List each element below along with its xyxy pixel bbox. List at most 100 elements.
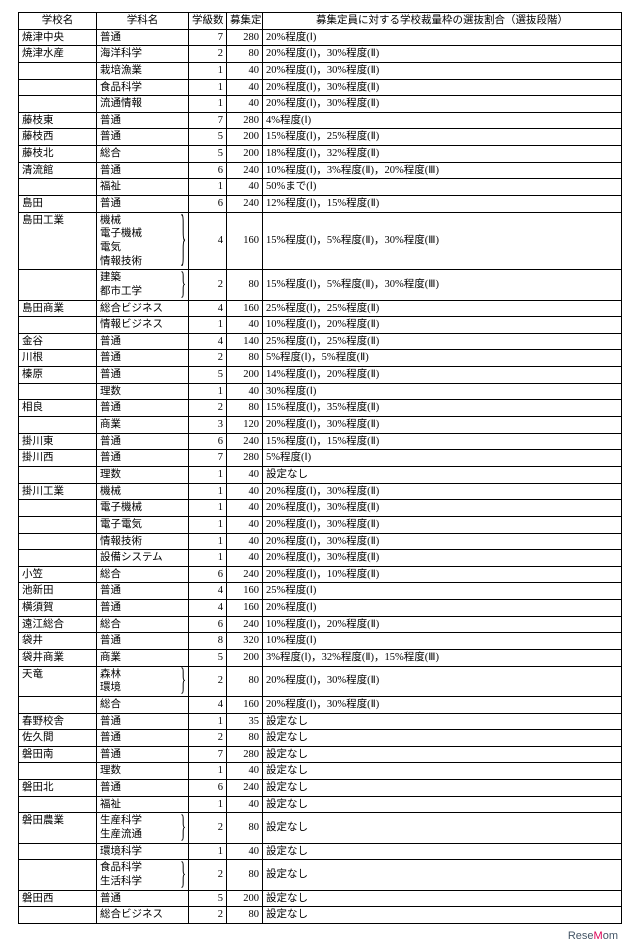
cell-classes: 1 — [189, 516, 227, 533]
cell-ratio: 50%まで(Ⅰ) — [263, 179, 622, 196]
cell-ratio: 25%程度(Ⅰ)，25%程度(Ⅱ) — [263, 333, 622, 350]
cell-ratio: 10%程度(Ⅰ)，20%程度(Ⅱ) — [263, 317, 622, 334]
table-row: 福祉140設定なし — [19, 796, 622, 813]
cell-ratio: 20%程度(Ⅰ)，30%程度(Ⅱ) — [263, 62, 622, 79]
cell-ratio: 20%程度(Ⅰ)，30%程度(Ⅱ) — [263, 46, 622, 63]
cell-capacity: 120 — [227, 417, 263, 434]
cell-capacity: 280 — [227, 29, 263, 46]
cell-capacity: 240 — [227, 780, 263, 797]
cell-ratio: 20%程度(Ⅰ)，30%程度(Ⅱ) — [263, 79, 622, 96]
cell-ratio: 20%程度(Ⅰ)，30%程度(Ⅱ) — [263, 533, 622, 550]
cell-dept: 普通 — [97, 730, 189, 747]
cell-classes: 7 — [189, 450, 227, 467]
cell-school: 焼津中央 — [19, 29, 97, 46]
cell-ratio: 設定なし — [263, 763, 622, 780]
table-row: 袋井普通832010%程度(Ⅰ) — [19, 633, 622, 650]
cell-dept: 普通 — [97, 367, 189, 384]
cell-dept: 建築 都市工学 — [97, 270, 189, 300]
cell-classes: 2 — [189, 730, 227, 747]
cell-school — [19, 550, 97, 567]
cell-school — [19, 843, 97, 860]
cell-classes: 1 — [189, 79, 227, 96]
cell-school — [19, 270, 97, 300]
cell-classes: 2 — [189, 860, 227, 890]
cell-classes: 2 — [189, 350, 227, 367]
cell-ratio: 4%程度(Ⅰ) — [263, 112, 622, 129]
cell-classes: 5 — [189, 649, 227, 666]
cell-dept: 普通 — [97, 450, 189, 467]
cell-dept: 福祉 — [97, 179, 189, 196]
cell-school: 掛川東 — [19, 433, 97, 450]
cell-school: 藤枝西 — [19, 129, 97, 146]
cell-classes: 7 — [189, 746, 227, 763]
cell-capacity: 40 — [227, 550, 263, 567]
table-row: 掛川東普通624015%程度(Ⅰ)，15%程度(Ⅱ) — [19, 433, 622, 450]
cell-dept: 総合 — [97, 566, 189, 583]
cell-classes: 2 — [189, 400, 227, 417]
cell-capacity: 200 — [227, 129, 263, 146]
cell-dept: 福祉 — [97, 796, 189, 813]
cell-classes: 1 — [189, 843, 227, 860]
cell-classes: 1 — [189, 713, 227, 730]
cell-school: 池新田 — [19, 583, 97, 600]
table-row: 天竜森林 環境28020%程度(Ⅰ)，30%程度(Ⅱ) — [19, 666, 622, 696]
cell-school: 島田商業 — [19, 300, 97, 317]
cell-school: 天竜 — [19, 666, 97, 696]
cell-capacity: 80 — [227, 46, 263, 63]
cell-classes: 6 — [189, 433, 227, 450]
table-row: 総合416020%程度(Ⅰ)，30%程度(Ⅱ) — [19, 696, 622, 713]
cell-ratio: 20%程度(Ⅰ)，30%程度(Ⅱ) — [263, 516, 622, 533]
cell-school — [19, 696, 97, 713]
cell-capacity: 40 — [227, 796, 263, 813]
cell-ratio: 設定なし — [263, 907, 622, 924]
cell-classes: 1 — [189, 533, 227, 550]
cell-capacity: 160 — [227, 583, 263, 600]
cell-capacity: 80 — [227, 350, 263, 367]
cell-school: 佐久間 — [19, 730, 97, 747]
cell-capacity: 240 — [227, 616, 263, 633]
cell-classes: 4 — [189, 300, 227, 317]
cell-classes: 5 — [189, 129, 227, 146]
cell-capacity: 35 — [227, 713, 263, 730]
cell-school — [19, 79, 97, 96]
cell-capacity: 40 — [227, 533, 263, 550]
cell-ratio: 5%程度(Ⅰ)，5%程度(Ⅱ) — [263, 350, 622, 367]
cell-capacity: 240 — [227, 566, 263, 583]
cell-dept: 総合ビジネス — [97, 300, 189, 317]
cell-classes: 5 — [189, 146, 227, 163]
cell-classes: 1 — [189, 500, 227, 517]
cell-dept: 普通 — [97, 400, 189, 417]
cell-ratio: 25%程度(Ⅰ)，25%程度(Ⅱ) — [263, 300, 622, 317]
cell-capacity: 80 — [227, 907, 263, 924]
cell-dept: 流通情報 — [97, 96, 189, 113]
table-row: 総合ビジネス280設定なし — [19, 907, 622, 924]
cell-school: 遠江総合 — [19, 616, 97, 633]
cell-dept: 普通 — [97, 196, 189, 213]
cell-capacity: 200 — [227, 890, 263, 907]
cell-classes: 1 — [189, 483, 227, 500]
cell-capacity: 40 — [227, 317, 263, 334]
cell-classes: 4 — [189, 212, 227, 270]
table-row: 掛川工業機械14020%程度(Ⅰ)，30%程度(Ⅱ) — [19, 483, 622, 500]
cell-ratio: 20%程度(Ⅰ)，30%程度(Ⅱ) — [263, 417, 622, 434]
cell-capacity: 200 — [227, 146, 263, 163]
cell-school — [19, 860, 97, 890]
cell-dept: 電子機械 — [97, 500, 189, 517]
cell-classes: 7 — [189, 29, 227, 46]
cell-capacity: 80 — [227, 730, 263, 747]
cell-dept: 商業 — [97, 649, 189, 666]
table-row: 磐田南普通7280設定なし — [19, 746, 622, 763]
cell-dept: 理数 — [97, 383, 189, 400]
cell-school: 袋井 — [19, 633, 97, 650]
cell-ratio: 設定なし — [263, 860, 622, 890]
cell-ratio: 20%程度(Ⅰ)，30%程度(Ⅱ) — [263, 483, 622, 500]
cell-ratio: 15%程度(Ⅰ)，15%程度(Ⅱ) — [263, 433, 622, 450]
cell-school: 島田 — [19, 196, 97, 213]
admissions-table: 学校名 学科名 学級数 募集定員 募集定員に対する学校裁量枠の選抜割合（選抜段階… — [18, 12, 622, 924]
cell-dept: 生産科学 生産流通 — [97, 813, 189, 843]
cell-classes: 2 — [189, 270, 227, 300]
table-row: 島田商業総合ビジネス416025%程度(Ⅰ)，25%程度(Ⅱ) — [19, 300, 622, 317]
cell-classes: 7 — [189, 112, 227, 129]
cell-capacity: 200 — [227, 649, 263, 666]
cell-dept: 情報技術 — [97, 533, 189, 550]
